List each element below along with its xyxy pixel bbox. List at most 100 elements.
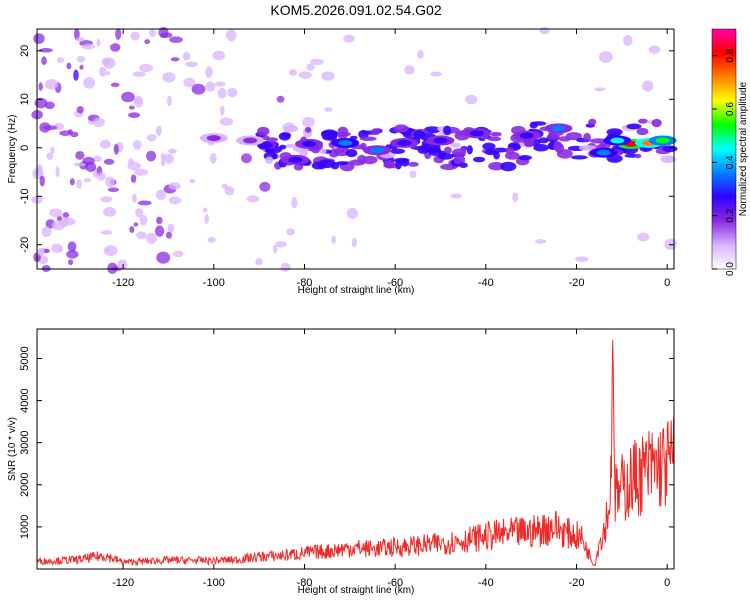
- heatmap-speckle: [129, 105, 135, 110]
- heatmap-band-cell: [546, 134, 560, 140]
- heatmap-speckle: [76, 105, 84, 114]
- heatmap-speckle: [160, 157, 166, 167]
- heatmap-speckle: [227, 87, 238, 98]
- heatmap-speckle: [291, 196, 298, 209]
- heatmap-blob: [370, 147, 385, 154]
- heatmap-speckle: [62, 212, 70, 218]
- heatmap-speckle: [66, 250, 79, 259]
- heatmap-speckle: [205, 66, 213, 78]
- heatmap-band-cell: [660, 155, 677, 164]
- heatmap-x-tick-label: -120: [112, 277, 134, 289]
- heatmap-speckle: [409, 170, 417, 179]
- heatmap-speckle: [81, 43, 95, 50]
- heatmap-speckle: [623, 34, 633, 46]
- heatmap-speckle: [33, 33, 45, 44]
- heatmap-frame: [36, 28, 675, 270]
- heatmap-speckle: [128, 112, 140, 119]
- heatmap-speckle: [664, 238, 677, 250]
- heatmap-speckle: [343, 34, 355, 43]
- heatmap-speckle: [130, 174, 137, 183]
- heatmap-band-cell: [487, 136, 502, 142]
- heatmap-speckle: [170, 57, 180, 62]
- heatmap-band-cell: [651, 118, 662, 128]
- heatmap-speckle: [145, 232, 157, 245]
- heatmap-speckle: [49, 208, 63, 218]
- heatmap-speckle: [209, 152, 217, 164]
- heatmap-blob: [243, 137, 258, 144]
- heatmap-x-label: Height of straight line (km): [298, 285, 415, 296]
- heatmap-speckle: [43, 125, 58, 131]
- heatmap-speckle: [146, 134, 157, 142]
- heatmap-speckle: [155, 125, 162, 136]
- heatmap-speckle: [44, 101, 55, 110]
- heatmap-speckle: [93, 155, 103, 163]
- heatmap-band-cell: [504, 151, 520, 160]
- heatmap-blob: [655, 137, 670, 144]
- heatmap-speckle: [286, 228, 296, 236]
- heatmap-x-tick-label: -40: [478, 277, 494, 289]
- heatmap-band-cell: [337, 131, 351, 137]
- heatmap-blob: [288, 156, 303, 163]
- heatmap-speckle: [59, 130, 72, 137]
- heatmap-speckle: [642, 80, 654, 92]
- heatmap-band-cell: [571, 155, 588, 160]
- heatmap-x-tick-label: 0: [664, 277, 670, 289]
- heatmap-band-cell: [319, 148, 327, 155]
- heatmap-speckle: [63, 217, 76, 226]
- heatmap-speckle: [136, 231, 147, 240]
- heatmap-speckle: [76, 55, 86, 63]
- heatmap-band-cell: [484, 149, 498, 156]
- snr-y-ticks: 1000 2000 3000 4000 5000: [19, 346, 674, 539]
- heatmap-speckle: [189, 178, 196, 184]
- heatmap-speckle: [331, 235, 337, 244]
- heatmap-speckle: [96, 172, 106, 181]
- heatmap-speckle: [135, 208, 144, 218]
- heatmap-band-cell: [281, 132, 292, 138]
- heatmap-speckle: [67, 241, 77, 252]
- heatmap-speckle: [204, 213, 209, 224]
- heatmap-speckle: [34, 97, 48, 109]
- snr-frame: [36, 328, 675, 570]
- heatmap-speckle: [92, 117, 105, 128]
- heatmap-speckle: [134, 168, 148, 176]
- heatmap-band-cell: [444, 146, 452, 154]
- heatmap-speckle: [324, 107, 333, 112]
- heatmap-speckle: [465, 94, 478, 105]
- heatmap-x-tick-label: -80: [297, 277, 313, 289]
- heatmap-speckle: [574, 256, 589, 263]
- heatmap-band-cell: [423, 126, 441, 134]
- heatmap-blob: [302, 140, 317, 147]
- heatmap-speckle: [73, 162, 86, 167]
- snr-plot-area: [37, 329, 674, 569]
- heatmap-speckle: [182, 51, 191, 61]
- heatmap-speckle: [154, 225, 165, 237]
- heatmap-speckle: [39, 48, 53, 53]
- heatmap-speckle: [41, 264, 51, 273]
- snr-x-tick-label: 0: [664, 577, 670, 589]
- heatmap-band-cell: [407, 161, 419, 167]
- heatmap-speckle: [131, 193, 137, 203]
- heatmap-speckle: [310, 58, 324, 66]
- heatmap-band-cell: [636, 127, 649, 136]
- colorbar: 0.0 0.2 0.4 0.6 0.8 Normalized spectral ampl…: [711, 28, 749, 276]
- heatmap-x-tick-label: -100: [203, 277, 225, 289]
- heatmap-speckle: [168, 148, 177, 154]
- heatmap-blob: [397, 139, 412, 146]
- heatmap-speckle: [259, 181, 271, 192]
- heatmap-speckle: [255, 258, 263, 266]
- heatmap-band-cell: [285, 143, 297, 148]
- heatmap-speckle: [167, 95, 172, 107]
- heatmap-speckle: [105, 176, 115, 188]
- heatmap-speckle: [67, 259, 74, 266]
- heatmap-band-cell: [662, 145, 678, 153]
- heatmap-speckle: [288, 69, 298, 76]
- heatmap-blobs: [31, 26, 678, 274]
- heatmap-band-cell: [553, 141, 563, 151]
- heatmap-speckle: [156, 251, 171, 264]
- heatmap-band-cell: [443, 125, 452, 136]
- heatmap-band-cell: [500, 161, 517, 172]
- heatmap-y-tick-label: 0: [19, 145, 31, 151]
- heatmap-speckle: [117, 259, 128, 271]
- heatmap-speckle: [246, 195, 260, 203]
